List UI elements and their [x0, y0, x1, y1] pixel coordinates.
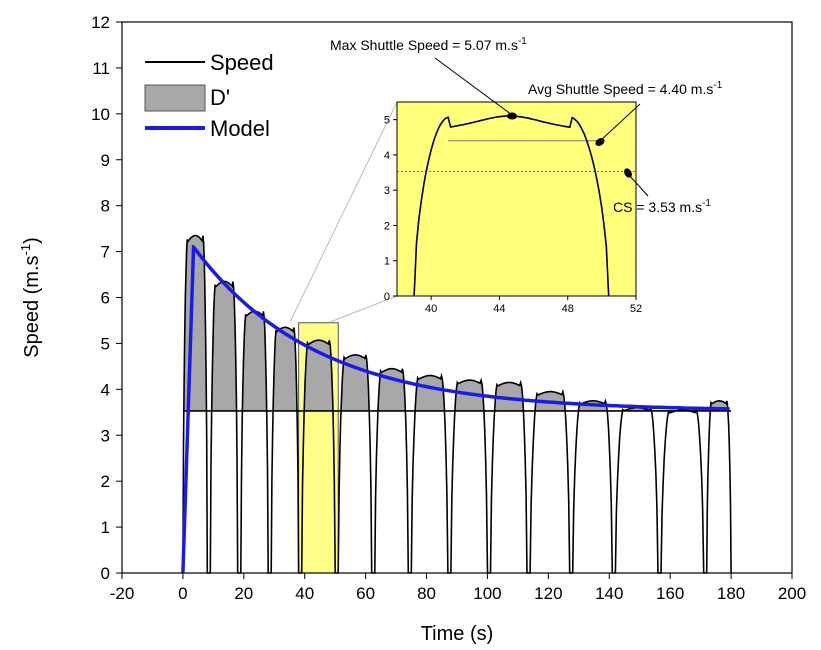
y-tick-label: 11 [92, 59, 110, 78]
y-tick-label: 5 [101, 334, 110, 353]
x-tick-label: 40 [295, 584, 314, 603]
x-tick-label: -20 [110, 584, 135, 603]
max-speed-pointer [434, 57, 513, 116]
x-axis-ticks: -20 0 20 40 60 80 100 120 140 160 180 200 [110, 573, 806, 603]
avg-speed-pointer [599, 103, 641, 142]
x-axis-label: Time (s) [421, 623, 494, 645]
y-tick-label: 10 [91, 105, 110, 124]
y-tick-label: 2 [101, 472, 110, 491]
y-tick-label: 6 [101, 289, 110, 308]
y-tick-label: 12 [91, 13, 110, 32]
x-tick-label: 180 [717, 584, 745, 603]
x-tick-label: 60 [356, 584, 375, 603]
model-series-line [181, 244, 730, 574]
connector-line-left [289, 101, 398, 323]
inset-y-tick-label: 5 [384, 115, 390, 127]
inset-y-tick-label: 4 [384, 150, 390, 162]
inset-x-tick-label: 52 [630, 303, 642, 315]
y-tick-label: 3 [101, 426, 110, 445]
y-tick-label: 7 [101, 243, 110, 262]
dprime-area-shuttle-10 [490, 382, 527, 411]
inset-plot: 40 44 48 52 0 1 2 3 4 5 [384, 101, 642, 315]
legend-speed-label: Speed [210, 50, 274, 75]
x-tick-label: 140 [595, 584, 623, 603]
y-axis-label-sup: -1 [18, 244, 33, 256]
cs-marker [624, 168, 632, 178]
inset-frame [396, 101, 637, 297]
cs-annotation: CS = 3.53 m.s-1 [613, 198, 711, 215]
avg-speed-annotation: Avg Shuttle Speed = 4.40 m.s-1 [528, 80, 723, 97]
x-tick-label: 20 [234, 584, 253, 603]
inset-y-tick-label: 1 [384, 256, 390, 268]
x-tick-label: 0 [178, 584, 187, 603]
inset-x-tick-label: 40 [425, 303, 437, 315]
inset-y-tick-label: 0 [384, 291, 390, 303]
y-axis-label-tail: ) [21, 237, 43, 244]
legend-dprime-swatch [144, 84, 206, 112]
x-tick-label: 80 [417, 584, 436, 603]
cs-pointer [628, 174, 649, 197]
max-speed-marker [507, 112, 517, 120]
inset-x-tick-label: 48 [562, 303, 574, 315]
inset-y-axis-ticks: 0 1 2 3 4 5 [384, 115, 397, 303]
y-axis-label: Speed (m.s-1) [18, 237, 43, 358]
avg-speed-marker [595, 137, 605, 147]
y-tick-label: 4 [101, 380, 110, 399]
max-speed-annotation: Max Shuttle Speed = 5.07 m.s-1 [330, 36, 527, 53]
x-tick-label: 200 [778, 584, 806, 603]
dprime-area-shuttle-4 [271, 327, 299, 411]
legend-dprime-label: D' [210, 85, 230, 110]
x-tick-label: 100 [473, 584, 501, 603]
annotations: Max Shuttle Speed = 5.07 m.s-1 Avg Shutt… [330, 36, 723, 215]
inset-y-tick-label: 3 [384, 185, 390, 197]
inset-x-axis-ticks: 40 44 48 52 [425, 296, 642, 315]
y-tick-label: 0 [101, 564, 110, 583]
connector-line-right [329, 295, 398, 323]
legend-model-label: Model [210, 116, 270, 141]
dprime-area-shuttle-3 [240, 311, 269, 411]
inset-connector-lines [289, 101, 398, 323]
dprime-area-shuttle-5 [301, 340, 336, 411]
main-plot: -20 0 20 40 60 80 100 120 140 160 180 200 012345678… [18, 13, 806, 645]
dprime-area-shuttle-2 [210, 281, 238, 411]
inset-x-tick-label: 44 [493, 303, 505, 315]
y-tick-label: 1 [101, 518, 110, 537]
legend: Speed D' Model [144, 50, 274, 141]
x-tick-label: 120 [534, 584, 562, 603]
x-tick-label: 160 [656, 584, 684, 603]
y-tick-label: 8 [101, 197, 110, 216]
y-tick-label: 9 [101, 151, 110, 170]
inset-y-tick-label: 2 [384, 220, 390, 232]
